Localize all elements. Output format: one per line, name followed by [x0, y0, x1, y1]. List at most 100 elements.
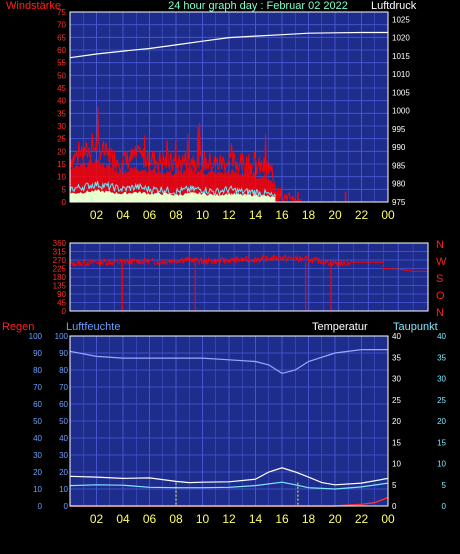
y-tick-right-2-2: 10 — [392, 460, 401, 469]
x-tick-2-10: 22 — [355, 512, 369, 526]
y-tick-left-0-5: 25 — [57, 135, 66, 144]
y-tick-regen-9: 90 — [33, 349, 42, 358]
taupunkt-label: Taupunkt — [393, 321, 438, 333]
temperatur-label: Temperatur — [312, 321, 368, 333]
y-tick-right-0-5: 1000 — [392, 107, 410, 116]
y-tick-humidity-10: 100 — [55, 332, 69, 341]
x-tick-0-9: 20 — [328, 208, 342, 222]
y-tick-regen-8: 80 — [33, 366, 42, 375]
x-tick-0-3: 08 — [169, 208, 183, 222]
y-tick-left-0-2: 10 — [57, 173, 66, 182]
y-tick-humidity-3: 30 — [59, 451, 68, 460]
x-tick-2-5: 12 — [222, 512, 236, 526]
y-tick-regen-3: 30 — [33, 451, 42, 460]
y-tick-humidity-1: 10 — [59, 485, 68, 494]
y-tick-left-0-1: 5 — [62, 185, 67, 194]
wind-speed-series — [69, 180, 277, 198]
y-tick-right-2-8: 40 — [392, 332, 401, 341]
chart-title: 24 hour graph day : Februar 02 2022 — [168, 0, 348, 12]
x-tick-2-8: 18 — [302, 512, 316, 526]
compass-label-4: N — [436, 307, 444, 319]
x-tick-0-5: 12 — [222, 208, 236, 222]
y-tick-right-0-8: 1015 — [392, 52, 410, 61]
y-tick-humidity-4: 40 — [59, 434, 68, 443]
y-tick-dir-6: 270 — [53, 256, 67, 265]
y-tick-dewpoint-7: 35 — [437, 353, 446, 362]
y-tick-dewpoint-1: 5 — [442, 481, 447, 490]
x-tick-2-9: 20 — [328, 512, 342, 526]
wind-calm-area — [70, 189, 276, 202]
y-tick-left-0-9: 45 — [57, 84, 66, 93]
y-tick-left-0-15: 75 — [57, 8, 66, 17]
y-tick-right-0-4: 995 — [392, 125, 406, 134]
y-tick-humidity-5: 50 — [59, 417, 68, 426]
y-tick-regen-6: 60 — [33, 400, 42, 409]
y-tick-dir-7: 315 — [53, 248, 67, 257]
y-tick-right-2-7: 35 — [392, 353, 401, 362]
y-tick-humidity-7: 70 — [59, 383, 68, 392]
y-tick-right-2-4: 20 — [392, 417, 401, 426]
y-tick-right-0-10: 1025 — [392, 15, 410, 24]
temperature-series — [69, 467, 389, 486]
x-tick-0-6: 14 — [249, 208, 263, 222]
y-tick-left-0-8: 40 — [57, 97, 66, 106]
windstaerke-label: Windstärke — [6, 0, 61, 12]
compass-label-0: N — [436, 239, 444, 251]
y-tick-regen-5: 50 — [33, 417, 42, 426]
x-tick-0-0: 02 — [90, 208, 104, 222]
y-tick-dir-5: 225 — [53, 265, 67, 274]
y-tick-dir-4: 180 — [53, 273, 67, 282]
y-tick-regen-7: 70 — [33, 383, 42, 392]
y-tick-right-0-7: 1010 — [392, 70, 410, 79]
y-tick-left-0-14: 70 — [57, 21, 66, 30]
y-tick-regen-4: 40 — [33, 434, 42, 443]
y-tick-right-0-2: 985 — [392, 161, 406, 170]
y-tick-dewpoint-0: 0 — [442, 502, 447, 511]
humidity-series — [69, 349, 388, 375]
y-tick-dewpoint-8: 40 — [437, 332, 446, 341]
y-tick-humidity-2: 20 — [59, 468, 68, 477]
compass-label-3: O — [436, 290, 445, 302]
y-tick-regen-0: 0 — [38, 502, 43, 511]
y-tick-left-0-13: 65 — [57, 33, 66, 42]
y-tick-dewpoint-5: 25 — [437, 396, 446, 405]
compass-label-2: S — [436, 273, 443, 285]
y-tick-humidity-9: 90 — [59, 349, 68, 358]
y-tick-left-0-4: 20 — [57, 147, 66, 156]
y-tick-dir-8: 360 — [53, 239, 67, 248]
y-tick-right-2-3: 15 — [392, 438, 401, 447]
x-tick-0-11: 00 — [381, 208, 395, 222]
y-tick-right-0-9: 1020 — [392, 34, 410, 43]
y-tick-right-2-6: 30 — [392, 375, 401, 384]
y-tick-right-2-1: 5 — [392, 481, 397, 490]
y-tick-right-2-5: 25 — [392, 396, 401, 405]
x-tick-2-7: 16 — [275, 512, 289, 526]
y-tick-dir-3: 135 — [53, 282, 67, 291]
y-tick-right-0-1: 980 — [392, 180, 406, 189]
y-tick-right-0-6: 1005 — [392, 88, 410, 97]
regen-label: Regen — [2, 321, 34, 333]
y-tick-humidity-6: 60 — [59, 400, 68, 409]
wind-direction-series — [69, 253, 354, 268]
y-tick-dir-0: 0 — [62, 307, 67, 316]
y-tick-left-0-10: 50 — [57, 71, 66, 80]
y-tick-dewpoint-6: 30 — [437, 375, 446, 384]
y-tick-dewpoint-4: 20 — [437, 417, 446, 426]
plot-border-1 — [69, 242, 429, 312]
compass-label-1: W — [436, 256, 447, 268]
x-tick-0-8: 18 — [302, 208, 316, 222]
x-tick-0-4: 10 — [196, 208, 210, 222]
wind-gust-series — [69, 106, 302, 203]
x-tick-2-0: 02 — [90, 512, 104, 526]
dewpoint-series — [69, 481, 389, 490]
y-tick-humidity-0: 0 — [64, 502, 69, 511]
y-tick-left-0-6: 30 — [57, 122, 66, 131]
x-tick-0-10: 22 — [355, 208, 369, 222]
x-tick-2-1: 04 — [116, 512, 130, 526]
plot-border-0 — [69, 11, 389, 203]
y-tick-regen-10: 100 — [29, 332, 43, 341]
y-tick-dewpoint-3: 15 — [437, 438, 446, 447]
x-tick-2-2: 06 — [143, 512, 157, 526]
luftfeuchte-label: Luftfeuchte — [66, 321, 120, 333]
